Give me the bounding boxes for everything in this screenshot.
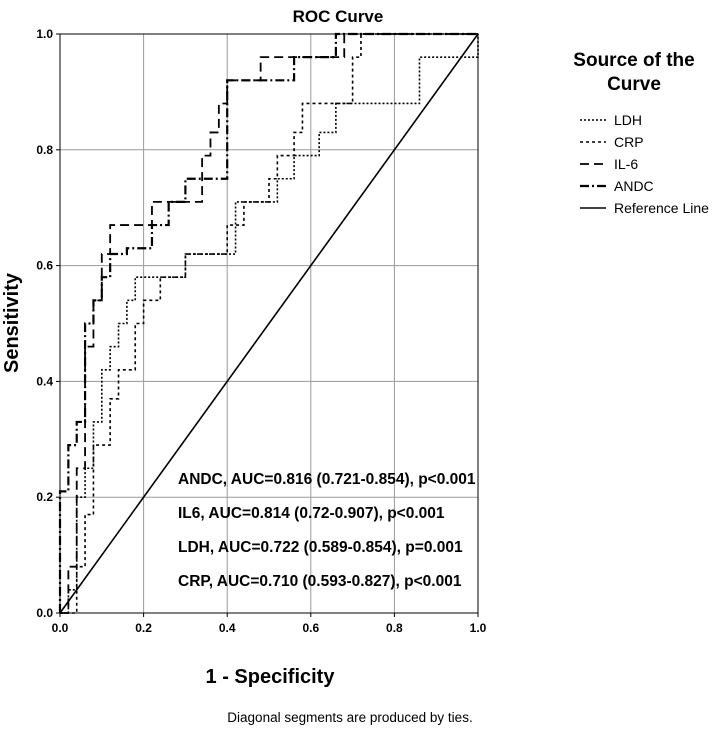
x-tick-label-0: 0.0 [52, 621, 69, 635]
y-tick-label-0: 0.0 [36, 606, 53, 620]
x-tick-label-3: 0.6 [302, 621, 319, 635]
series-group [58, 32, 479, 614]
auc-annotation-3: CRP, AUC=0.710 (0.593-0.827), p<0.001 [178, 573, 462, 590]
reference-diagonal [59, 33, 479, 614]
legend-title-line-0: Source of the [573, 50, 694, 71]
axis-ticks: 0.0 0.2 0.4 0.6 0.8 1.0 0.0 0.2 0.4 0.6 0.8 1.0 [36, 27, 486, 635]
auc-annotation-1: IL6, AUC=0.814 (0.72-0.907), p<0.001 [178, 505, 445, 522]
x-axis-label: 1 - Specificity [206, 666, 336, 688]
y-tick-label-2: 0.4 [36, 374, 53, 388]
legend-title-line-1: Curve [607, 74, 661, 95]
series-line-andc [58, 32, 478, 613]
series-line-reference-line [59, 33, 479, 614]
chart-title: ROC Curve [293, 7, 384, 26]
auc-annotation-2: LDH, AUC=0.722 (0.589-0.854), p=0.001 [178, 539, 463, 556]
legend-label-il-6: IL-6 [614, 156, 638, 172]
footnote: Diagonal segments are produced by ties. [227, 710, 472, 725]
series-line-crp [60, 33, 478, 614]
auc-annotation-0: ANDC, AUC=0.816 (0.721-0.854), p<0.001 [178, 471, 476, 488]
series-line-ldh [60, 34, 479, 614]
legend-label-reference-line: Reference Line [614, 200, 709, 216]
legend-label-crp: CRP [614, 134, 644, 150]
y-axis-label: Sensitivity [1, 272, 23, 373]
y-tick-label-4: 0.8 [36, 143, 53, 157]
x-tick-label-1: 0.2 [135, 621, 152, 635]
x-tick-label-5: 1.0 [470, 621, 487, 635]
plot-frame [59, 33, 479, 614]
auc-annotations: ANDC, AUC=0.816 (0.721-0.854), p<0.001 IL… [178, 471, 476, 590]
y-tick-label-5: 1.0 [36, 27, 53, 41]
y-tick-label-1: 0.2 [36, 490, 53, 504]
legend-label-andc: ANDC [614, 178, 654, 194]
legend: Source of the Curve LDH CRP IL-6 ANDC Referenc… [573, 50, 709, 216]
y-tick-label-3: 0.6 [36, 259, 53, 273]
x-tick-label-2: 0.4 [219, 621, 236, 635]
legend-label-ldh: LDH [614, 112, 642, 128]
x-tick-label-4: 0.8 [386, 621, 403, 635]
